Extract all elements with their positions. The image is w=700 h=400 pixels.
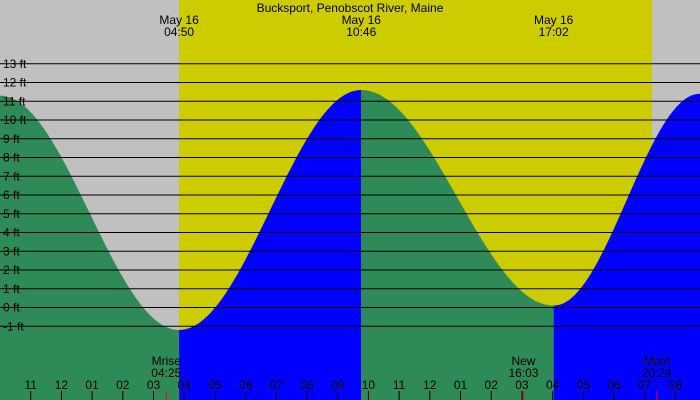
y-tick-label: -1 ft xyxy=(3,319,24,333)
moon-event-label: Mrise xyxy=(152,354,182,368)
moon-event-time: 16:03 xyxy=(508,366,538,380)
tide-event-date: May 16 xyxy=(159,13,199,27)
y-tick-label: 8 ft xyxy=(3,151,20,165)
y-axis-labels: 13 ft 12 ft 11 ft 10 ft 9 ft 8 ft 7 ft 6 ft 5 ft… xyxy=(3,57,27,334)
x-tick-label: 03 xyxy=(147,378,161,392)
x-tick-label: 08 xyxy=(300,378,314,392)
x-tick-label: 04 xyxy=(546,378,560,392)
x-tick-label: 11 xyxy=(24,378,37,392)
y-tick-label: 9 ft xyxy=(3,132,20,146)
tide-area xyxy=(0,90,700,400)
x-tick-label: 02 xyxy=(485,378,499,392)
grid-lines xyxy=(0,63,700,327)
x-tick-label: 12 xyxy=(55,378,69,392)
x-tick-label: 05 xyxy=(577,378,591,392)
tide-segment-rising xyxy=(553,93,700,400)
moon-event-label: New xyxy=(511,354,535,368)
x-axis-ticks xyxy=(30,391,676,400)
moon-event-label: Mset xyxy=(644,354,671,368)
y-tick-label: 10 ft xyxy=(3,113,27,127)
tide-event-date: May 16 xyxy=(534,13,574,27)
x-tick-label: 01 xyxy=(85,378,99,392)
x-tick-label: 04 xyxy=(178,378,192,392)
x-tick-label: 01 xyxy=(454,378,468,392)
y-tick-label: 6 ft xyxy=(3,188,20,202)
y-tick-label: 7 ft xyxy=(3,169,20,183)
tide-segment-rising xyxy=(179,90,362,400)
moon-event-time: 20:24 xyxy=(642,366,672,380)
y-tick-label: 12 ft xyxy=(3,76,27,90)
x-axis-labels: 11 12 01 02 03 04 05 06 07 08 09 10 11 12 01 02 03 04 05 06… xyxy=(24,378,700,392)
y-tick-label: 2 ft xyxy=(3,263,20,277)
x-tick-label: 03 xyxy=(515,378,529,392)
y-tick-label: 1 ft xyxy=(3,282,20,296)
x-tick-label: 07 xyxy=(638,378,652,392)
x-tick-label: 11 xyxy=(393,378,406,392)
x-tick-label: 10 xyxy=(362,378,376,392)
x-tick-label: 06 xyxy=(239,378,253,392)
chart-title: Bucksport, Penobscot River, Maine xyxy=(257,1,444,15)
x-tick-label: 09 xyxy=(331,378,345,392)
x-tick-label: 07 xyxy=(270,378,284,392)
x-tick-label: 08 xyxy=(669,378,683,392)
y-tick-label: 13 ft xyxy=(3,57,27,71)
tide-segment-falling xyxy=(0,95,180,400)
moon-event-time: 04:25 xyxy=(151,366,181,380)
tide-event-time: 10:46 xyxy=(346,25,376,39)
x-tick-label: 12 xyxy=(423,378,437,392)
x-tick-label: 06 xyxy=(607,378,621,392)
y-tick-label: 0 ft xyxy=(3,301,20,315)
y-tick-label: 4 ft xyxy=(3,226,20,240)
tide-event-time: 17:02 xyxy=(539,25,569,39)
x-tick-label: 02 xyxy=(116,378,130,392)
y-tick-label: 5 ft xyxy=(3,207,20,221)
x-tick-label: 05 xyxy=(208,378,222,392)
tide-event-date: May 16 xyxy=(342,13,382,27)
tide-event-time: 04:50 xyxy=(164,25,194,39)
y-tick-label: 11 ft xyxy=(3,94,26,108)
tide-segment-falling xyxy=(361,90,554,400)
y-tick-label: 3 ft xyxy=(3,244,20,258)
